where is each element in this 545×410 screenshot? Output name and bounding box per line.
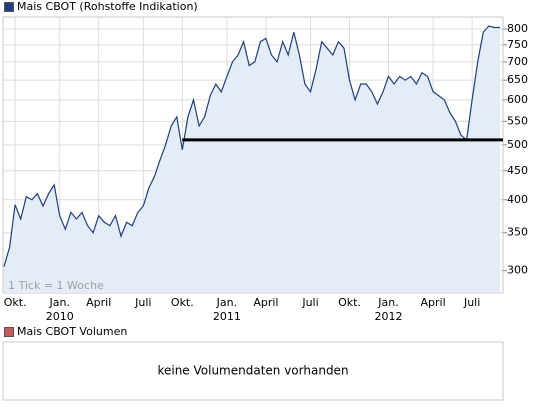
y-tick-label: 750 — [507, 38, 528, 51]
x-tick-label: April — [253, 296, 279, 309]
x-tick-label: Jan. 2012 — [374, 296, 403, 323]
x-tick-label: April — [420, 296, 446, 309]
y-tick-label: 550 — [507, 114, 528, 127]
y-tick-label: 400 — [507, 193, 528, 206]
y-tick-label: 600 — [507, 93, 528, 106]
y-tick-label: 800 — [507, 22, 528, 35]
y-tick-label: 650 — [507, 73, 528, 86]
x-tick-label: Juli — [463, 296, 481, 309]
y-tick-label: 700 — [507, 55, 528, 68]
x-tick-label: Juli — [135, 296, 152, 309]
y-tick-label: 450 — [507, 164, 528, 177]
y-tick-label: 350 — [507, 226, 528, 239]
annotation: 1 Tick = 1 Woche — [8, 279, 104, 292]
x-tick-label: Jan. 2010 — [45, 296, 74, 323]
x-tick-label: Jan. 2011 — [212, 296, 241, 323]
x-tick-label: April — [86, 296, 112, 309]
y-tick-label: 300 — [507, 264, 528, 277]
legend-swatch — [4, 327, 14, 337]
volume-message: keine Volumendaten vorhanden — [157, 364, 348, 378]
x-tick-label: Juli — [302, 296, 319, 309]
area — [4, 26, 500, 293]
legend-swatch — [4, 2, 14, 12]
volume-title: Mais CBOT Volumen — [17, 325, 128, 338]
volume-frame — [2, 341, 504, 401]
x-tick-label: Okt. — [3, 296, 27, 309]
line — [3, 25, 500, 267]
y-tick-label: 500 — [507, 138, 528, 151]
x-tick-label: Okt. — [170, 296, 194, 309]
legend-label: Mais CBOT (Rohstoffe Indikation) — [17, 0, 198, 13]
x-tick-label: Okt. — [338, 296, 361, 309]
